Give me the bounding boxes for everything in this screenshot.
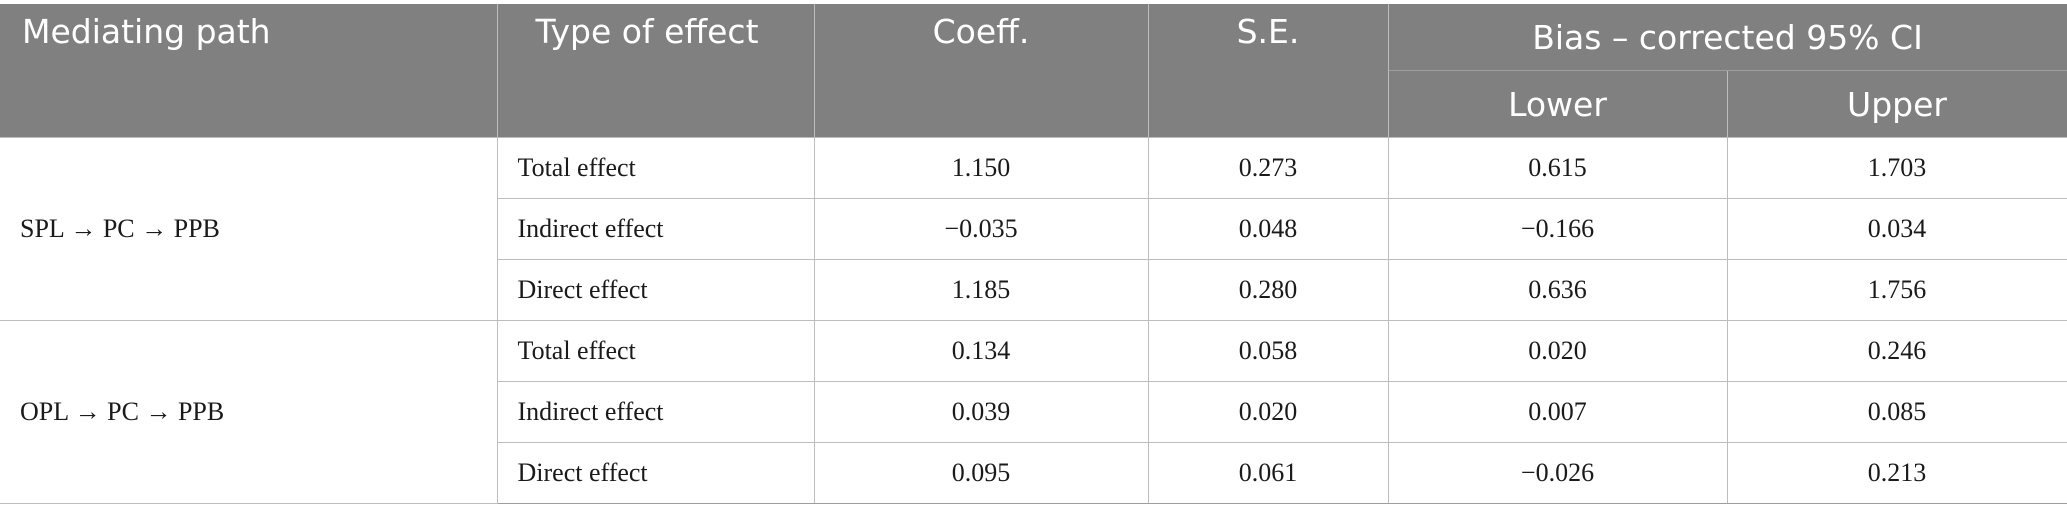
table-row: Direct effect 1.185 0.280 0.636 1.756 bbox=[0, 259, 2067, 321]
lower-cell: −0.166 bbox=[1387, 198, 1728, 260]
table-header: Mediating path Type of effect Coeff. S.E… bbox=[0, 4, 2067, 138]
table-row: OPL → PC → PPB Total effect 0.134 0.058 … bbox=[0, 320, 2067, 504]
effect-type-cell: Total effect bbox=[496, 320, 815, 382]
effect-type-cell: Direct effect bbox=[497, 442, 815, 504]
upper-cell: 0.213 bbox=[1726, 442, 2067, 504]
lower-cell: 0.636 bbox=[1387, 259, 1728, 321]
mediating-path-cell: SPL → PC → PPB bbox=[0, 137, 498, 321]
effect-type-cell: Indirect effect bbox=[497, 381, 815, 443]
coeff-cell: 0.095 bbox=[813, 442, 1149, 504]
table-row: Indirect effect −0.035 0.048 −0.166 0.03… bbox=[0, 198, 2067, 260]
lower-cell: 0.615 bbox=[1387, 137, 1728, 199]
table-row: Indirect effect 0.039 0.020 0.007 0.085 bbox=[0, 381, 2067, 443]
upper-cell: 0.034 bbox=[1726, 198, 2067, 260]
upper-cell: 1.756 bbox=[1726, 259, 2067, 321]
mediation-effects-table: Mediating path Type of effect Coeff. S.E… bbox=[0, 4, 2067, 504]
lower-cell: 0.007 bbox=[1387, 381, 1728, 443]
header-upper: Upper bbox=[1726, 70, 2067, 138]
se-cell: 0.273 bbox=[1147, 137, 1389, 199]
effect-type-cell: Indirect effect bbox=[497, 198, 815, 260]
se-cell: 0.020 bbox=[1147, 381, 1389, 443]
coeff-cell: −0.035 bbox=[813, 198, 1149, 260]
header-mediating-path: Mediating path bbox=[0, 4, 498, 138]
upper-cell: 1.703 bbox=[1726, 137, 2067, 199]
se-cell: 0.048 bbox=[1147, 198, 1389, 260]
se-cell: 0.280 bbox=[1147, 259, 1389, 321]
mediation-table-container: Mediating path Type of effect Coeff. S.E… bbox=[0, 4, 2067, 504]
lower-cell: 0.020 bbox=[1387, 320, 1728, 382]
header-coeff: Coeff. bbox=[813, 4, 1149, 138]
mediating-path-cell: OPL → PC → PPB bbox=[0, 320, 498, 504]
upper-cell: 0.085 bbox=[1726, 381, 2067, 443]
coeff-cell: 0.134 bbox=[813, 320, 1149, 382]
coeff-cell: 1.185 bbox=[813, 259, 1149, 321]
header-se: S.E. bbox=[1147, 4, 1389, 138]
table-row: SPL → PC → PPB Total effect 1.150 0.273 … bbox=[0, 137, 2067, 321]
se-cell: 0.061 bbox=[1147, 442, 1389, 504]
header-type-of-effect: Type of effect bbox=[496, 4, 815, 138]
table-row: Direct effect 0.095 0.061 −0.026 0.213 bbox=[0, 442, 2067, 504]
upper-cell: 0.246 bbox=[1726, 320, 2067, 382]
table-body: SPL → PC → PPB Total effect 1.150 0.273 … bbox=[0, 137, 2067, 504]
se-cell: 0.058 bbox=[1147, 320, 1389, 382]
lower-cell: −0.026 bbox=[1387, 442, 1728, 504]
effect-type-cell: Total effect bbox=[496, 137, 815, 199]
header-lower: Lower bbox=[1387, 70, 1728, 138]
effect-type-cell: Direct effect bbox=[497, 259, 815, 321]
coeff-cell: 1.150 bbox=[813, 137, 1149, 199]
header-ci-group: Bias – corrected 95% CI bbox=[1387, 4, 2067, 71]
coeff-cell: 0.039 bbox=[813, 381, 1149, 443]
